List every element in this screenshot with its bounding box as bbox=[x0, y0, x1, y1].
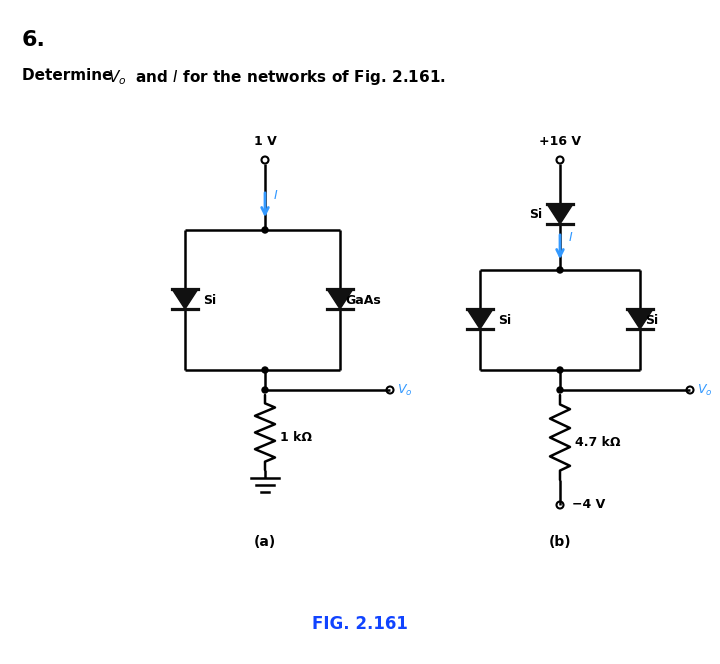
Text: GaAs: GaAs bbox=[345, 293, 381, 307]
Text: −4 V: −4 V bbox=[572, 499, 606, 511]
Circle shape bbox=[262, 367, 268, 373]
Circle shape bbox=[557, 387, 563, 393]
Text: (a): (a) bbox=[254, 535, 276, 549]
Text: 1 V: 1 V bbox=[253, 135, 276, 148]
Circle shape bbox=[557, 267, 563, 273]
Text: Si: Si bbox=[498, 313, 511, 327]
Circle shape bbox=[262, 387, 268, 393]
Circle shape bbox=[557, 367, 563, 373]
Polygon shape bbox=[547, 204, 573, 224]
Text: FIG. 2.161: FIG. 2.161 bbox=[312, 615, 408, 633]
Polygon shape bbox=[172, 289, 198, 309]
Text: $V_o$: $V_o$ bbox=[108, 68, 127, 87]
Text: $I$: $I$ bbox=[568, 231, 573, 244]
Text: 4.7 kΩ: 4.7 kΩ bbox=[575, 436, 621, 449]
Polygon shape bbox=[327, 289, 353, 309]
Text: Determine: Determine bbox=[22, 68, 118, 83]
Text: +16 V: +16 V bbox=[539, 135, 581, 148]
Text: $I$: $I$ bbox=[273, 189, 279, 202]
Polygon shape bbox=[627, 309, 653, 329]
Text: Si: Si bbox=[529, 208, 542, 222]
Text: Si: Si bbox=[645, 313, 658, 327]
Text: 6.: 6. bbox=[22, 30, 46, 50]
Text: 1 kΩ: 1 kΩ bbox=[280, 431, 312, 444]
Text: and $I$ for the networks of Fig. 2.161.: and $I$ for the networks of Fig. 2.161. bbox=[130, 68, 446, 87]
Circle shape bbox=[262, 227, 268, 233]
Text: $V_o$: $V_o$ bbox=[697, 382, 713, 398]
Polygon shape bbox=[467, 309, 493, 329]
Text: Si: Si bbox=[203, 293, 216, 307]
Text: $V_o$: $V_o$ bbox=[397, 382, 413, 398]
Text: (b): (b) bbox=[549, 535, 571, 549]
